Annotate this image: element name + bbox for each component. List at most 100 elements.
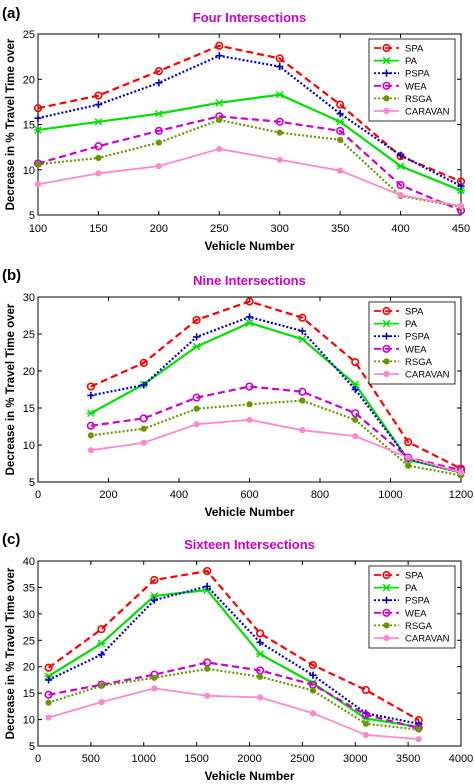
panel-label: (b) [2, 267, 21, 284]
pspa-marker [382, 332, 391, 340]
y-tick-label: 20 [23, 662, 35, 674]
wea-marker [382, 344, 391, 353]
series-pspa [34, 52, 465, 190]
caravan-marker [140, 439, 147, 446]
spa-marker [150, 575, 159, 585]
caravan-marker [337, 167, 344, 174]
pspa-marker [193, 333, 201, 341]
pspa-marker [44, 676, 53, 684]
series-line-pa [47, 588, 419, 729]
legend-box [368, 301, 456, 385]
spa-marker [215, 41, 224, 50]
x-tick-label: 1500 [184, 753, 208, 765]
series-pa [33, 90, 466, 195]
legend-label: WEA [405, 81, 427, 92]
caravan-marker [352, 433, 359, 440]
pa-marker [44, 672, 53, 681]
wea-marker [361, 710, 370, 719]
x-tick-label: 2500 [290, 753, 314, 765]
y-tick-label: 40 [23, 556, 35, 568]
legend-label: RSGA [405, 621, 433, 632]
spa-marker [382, 43, 391, 53]
x-tick-label: 4000 [449, 753, 473, 765]
pspa-marker [94, 100, 103, 109]
spa-marker [382, 306, 391, 316]
pa-marker [298, 335, 307, 343]
x-tick-label: 600 [240, 489, 258, 501]
legend-label: SPA [405, 307, 424, 318]
rsga-marker [383, 95, 390, 102]
x-axis-label: Vehicle Number [204, 239, 294, 253]
spa-marker [139, 358, 148, 367]
spa-marker [245, 297, 254, 306]
x-tick-label: 800 [311, 489, 329, 501]
series-line-pspa [37, 54, 462, 188]
series-line-pa [37, 93, 462, 192]
spa-marker [255, 629, 265, 638]
x-axis-label: Vehicle Number [204, 769, 294, 783]
wea-marker [396, 181, 405, 190]
legend-label: RSGA [405, 94, 433, 105]
spa-marker [44, 663, 53, 672]
pa-marker [255, 650, 265, 658]
pspa-marker [203, 582, 211, 590]
rsga-marker [95, 154, 102, 162]
pspa-marker [87, 391, 95, 400]
x-tick-label: 400 [170, 489, 188, 501]
wea-marker [245, 382, 254, 391]
legend-label: CARAVAN [405, 370, 450, 381]
wea-marker [192, 393, 201, 402]
legend-label: PSPA [405, 332, 430, 343]
x-tick-label: 3500 [396, 753, 420, 765]
series-line-pspa [90, 315, 462, 474]
pa-marker [396, 162, 405, 170]
y-tick-label: 5 [29, 477, 35, 489]
pa-marker [33, 126, 43, 134]
pspa-marker [256, 638, 264, 646]
rsga-marker [362, 720, 369, 727]
spa-marker [94, 91, 103, 100]
caravan-marker [415, 736, 422, 743]
x-tick-label: 1000 [378, 489, 402, 501]
caravan-marker [155, 163, 162, 170]
x-tick-label: 400 [391, 223, 409, 235]
y-tick-label: 20 [23, 74, 35, 86]
caravan-marker [246, 416, 253, 423]
rsga-marker [98, 682, 105, 689]
legend-label: CARAVAN [405, 634, 450, 645]
x-tick-label: 300 [271, 223, 289, 235]
spa-marker [404, 437, 413, 447]
x-tick-label: 500 [82, 753, 100, 765]
series-line-caravan [37, 148, 462, 207]
pa-marker [382, 319, 391, 328]
spa-marker [308, 661, 318, 670]
y-tick-label: 10 [23, 165, 35, 177]
y-tick-label: 5 [29, 741, 35, 753]
pa-marker [150, 592, 159, 600]
x-tick-label: 200 [99, 489, 117, 501]
series-line-caravan [48, 687, 419, 741]
series-pa [44, 586, 423, 731]
wea-marker [154, 126, 163, 135]
x-tick-label: 1200 [449, 489, 473, 501]
spa-marker [97, 625, 106, 634]
rsga-marker [405, 462, 412, 469]
pa-marker [154, 109, 163, 118]
rsga-marker [246, 401, 253, 408]
chart-panel-3: (c) Sixteen Intersections 0 500 1000 1500 2000… [2, 531, 473, 783]
spa-marker [361, 685, 370, 695]
legend-label: PA [405, 319, 418, 330]
caravan-marker [95, 170, 102, 177]
pa-marker [94, 117, 103, 126]
spa-marker [382, 570, 391, 580]
x-tick-label: 350 [331, 223, 349, 235]
wea-marker [382, 81, 391, 90]
y-tick-label: 10 [23, 440, 35, 452]
rsga-marker [34, 161, 42, 168]
rsga-marker [352, 416, 359, 423]
caravan-marker [204, 692, 211, 699]
y-tick-label: 35 [23, 582, 35, 594]
